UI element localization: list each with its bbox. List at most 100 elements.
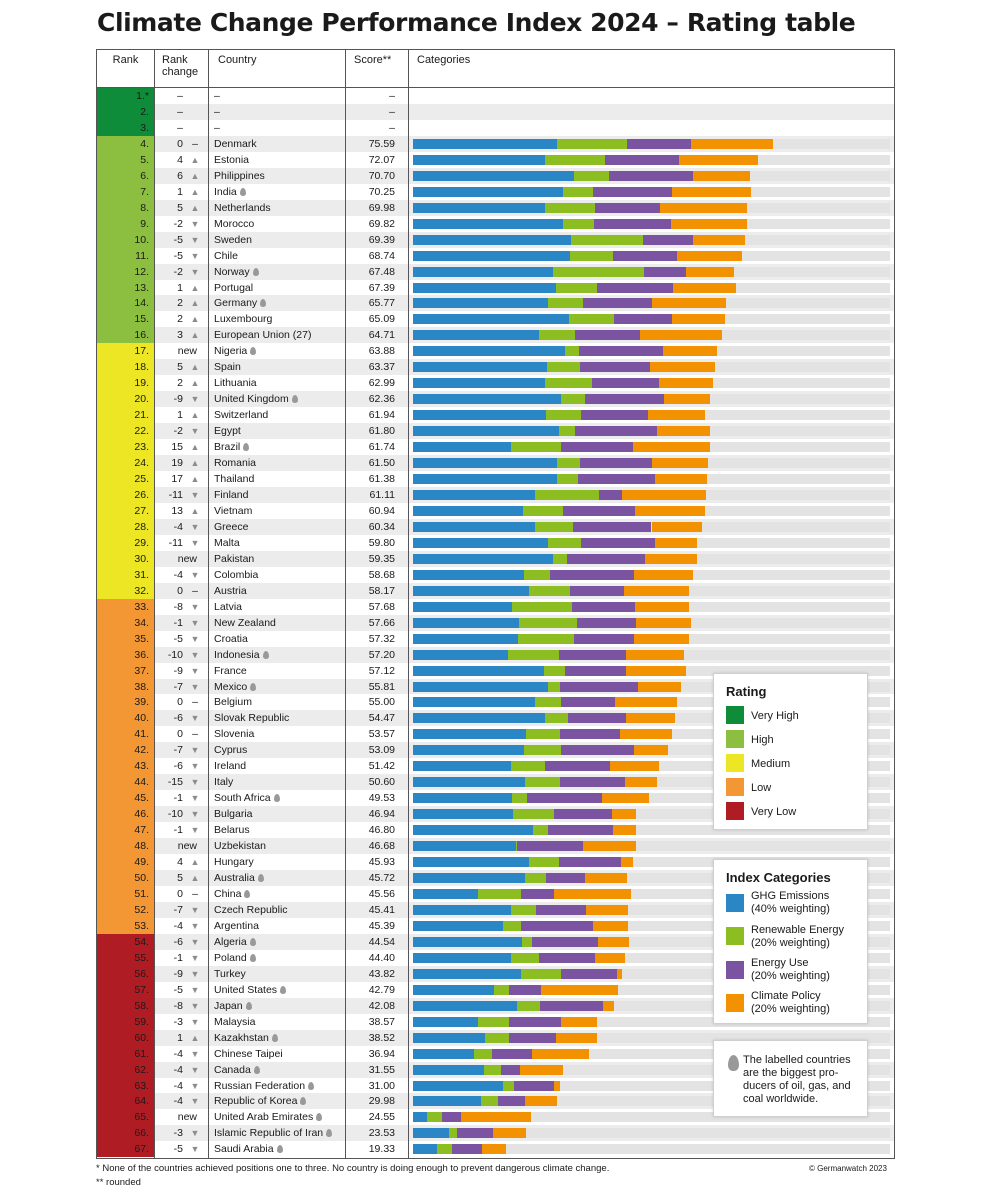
label-ghg-name: GHG Emissions <box>751 890 830 902</box>
country-cell: Egypt <box>214 423 241 439</box>
bar-segment-policy <box>640 330 723 341</box>
table-row: -4 ▼ Colombia 58.68 <box>155 567 894 583</box>
bar-segment-renewable <box>573 170 609 181</box>
label-renewable-name: Renewable Energy <box>751 924 844 936</box>
bar-segment-ghg <box>413 314 569 325</box>
rank-change: -3 <box>173 1127 183 1140</box>
bar-segment-renewable <box>510 761 545 772</box>
bar-segment-renewable <box>474 1048 493 1059</box>
rank-change: 0 <box>177 137 183 150</box>
swatch-ghg <box>726 894 744 912</box>
score-cell: – <box>389 105 395 118</box>
rank-change: -4 <box>173 1095 183 1108</box>
country-name: Vietnam <box>214 504 253 517</box>
bar-segment-renewable <box>560 394 585 405</box>
table-row: 0– Belgium 55.00 <box>155 694 894 710</box>
country-name: Chinese Taipei <box>214 1047 283 1060</box>
country-name: United Kingdom <box>214 393 289 406</box>
bar-segment-policy <box>651 521 702 532</box>
rank-cell: 26. <box>97 487 154 503</box>
table-row: -4 ▼ Argentina 45.39 <box>155 918 894 934</box>
label-climate-policy-weight: (20% weighting) <box>751 1003 830 1015</box>
rank-cell: 41. <box>97 726 154 743</box>
country-name: Uzbekistan <box>214 840 266 853</box>
bar-segment-policy <box>560 1016 597 1027</box>
bar-segment-ghg <box>413 936 523 947</box>
bar-track <box>413 1080 890 1091</box>
bar-segment-energy <box>594 218 671 229</box>
arrow-down-icon: ▼ <box>190 266 200 277</box>
bar-segment-energy <box>575 330 641 341</box>
rank-change: -3 <box>173 1015 183 1028</box>
rank-change: -4 <box>173 1047 183 1060</box>
country-name: – <box>214 105 220 118</box>
rank-cell: 6. <box>97 167 154 184</box>
rank-cell: 31. <box>97 566 154 583</box>
flame-icon <box>239 187 246 196</box>
country-cell: Sweden <box>214 232 252 248</box>
rank-change: -11 <box>168 489 183 501</box>
country-cell: Kazakhstan <box>214 1030 278 1046</box>
bar-segment-policy <box>554 1080 561 1091</box>
country-cell: Argentina <box>214 918 259 934</box>
header-rank: Rank <box>97 50 154 88</box>
rank-cell: 60. <box>97 1029 154 1046</box>
bar-segment-ghg <box>413 633 518 644</box>
bar-segment-energy <box>597 282 673 293</box>
table-row: -1 ▼ New Zealand 57.66 <box>155 614 894 631</box>
rank-cell: 55. <box>97 949 154 966</box>
table-row: -5 ▼ United States 42.79 <box>155 982 894 998</box>
rank-change: -6 <box>173 760 183 773</box>
rank-change: 19 <box>171 457 183 470</box>
country-cell: Indonesia <box>214 647 269 663</box>
rank-change: -6 <box>173 712 183 725</box>
country-name: Mexico <box>214 680 248 693</box>
rank-cell: 42. <box>97 742 154 759</box>
bar-track <box>413 841 890 852</box>
rank-change: -5 <box>173 1143 183 1156</box>
score-cell: 57.32 <box>368 632 395 645</box>
rank-cell: 29. <box>97 534 154 551</box>
bar-segment-policy <box>620 729 672 740</box>
country-cell: Ireland <box>214 758 246 774</box>
categories-legend-title: Index Categories <box>726 870 831 885</box>
arrow-down-icon: ▼ <box>190 936 200 947</box>
score-cell: 57.66 <box>368 616 395 629</box>
table-row: 2 ▲ Luxembourg 65.09 <box>155 311 894 327</box>
bar-segment-policy <box>598 936 630 947</box>
divider-rank <box>154 50 155 1158</box>
table-row: 5 ▲ Spain 63.37 <box>155 359 894 376</box>
bar-segment-renewable <box>516 1000 540 1011</box>
rank-cell: 64. <box>97 1093 154 1110</box>
score-cell: 67.48 <box>368 265 395 278</box>
table-row: -10 ▼ Bulgaria 46.94 <box>155 806 894 823</box>
table-row: -2 ▼ Egypt 61.80 <box>155 423 894 440</box>
table-row: -1 ▼ Belarus 46.80 <box>155 822 894 838</box>
bar-segment-renewable <box>512 601 573 612</box>
arrow-down-icon: ▼ <box>190 1144 200 1155</box>
bar-segment-renewable <box>535 697 562 708</box>
score-cell: 54.47 <box>368 712 395 725</box>
score-cell: 58.68 <box>368 568 395 581</box>
bar-segment-energy <box>578 474 655 485</box>
bar-segment-energy <box>577 617 637 628</box>
rank-cell: 22. <box>97 423 154 440</box>
bar-segment-energy <box>592 378 660 389</box>
bar-track <box>413 1096 890 1107</box>
bar-segment-policy <box>659 202 747 213</box>
bar-segment-policy <box>626 665 687 676</box>
bar-segment-ghg <box>413 920 504 931</box>
bar-segment-energy <box>580 537 655 548</box>
country-cell: United Kingdom <box>214 391 298 407</box>
arrow-down-icon: ▼ <box>190 649 200 660</box>
bar-segment-renewable <box>546 410 581 421</box>
country-cell: Slovenia <box>214 726 254 742</box>
bar-segment-policy <box>693 170 751 181</box>
flame-icon <box>273 794 280 803</box>
table-row: -4 ▼ Chinese Taipei 36.94 <box>155 1046 894 1062</box>
score-cell: 45.56 <box>368 888 395 900</box>
rank-change: new <box>177 552 197 565</box>
bar-segment-policy <box>650 362 715 373</box>
bar-segment-ghg <box>413 553 554 564</box>
bar-segment-energy <box>544 761 610 772</box>
